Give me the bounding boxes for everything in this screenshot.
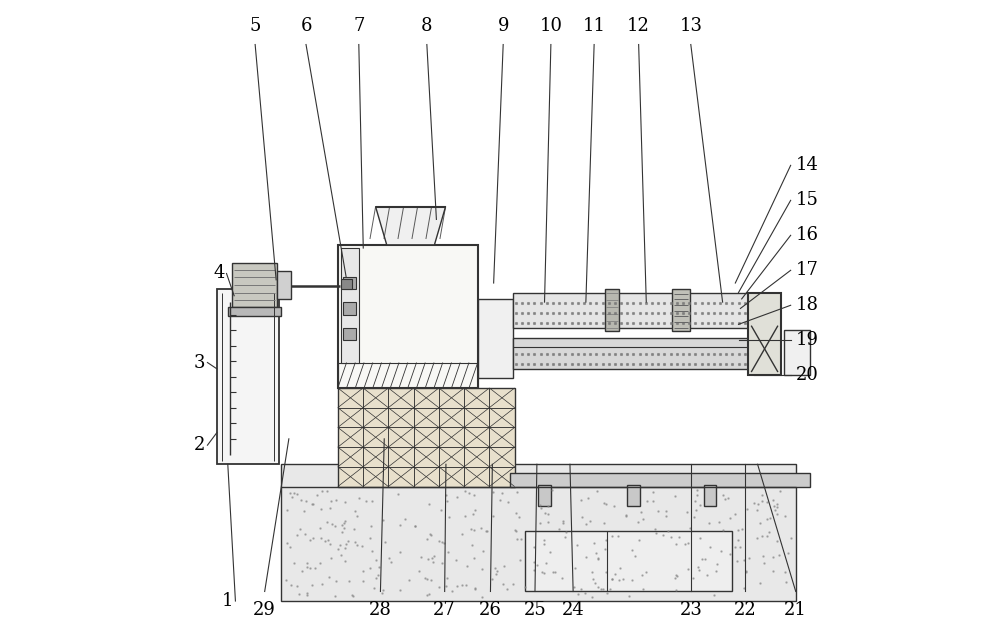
Bar (513, 293, 748, 328)
Bar (338, 408, 363, 427)
Text: 1: 1 (222, 592, 234, 610)
Bar (341, 248, 359, 363)
Bar (217, 289, 279, 464)
Bar (338, 447, 363, 467)
Bar (338, 427, 363, 447)
Bar (439, 427, 464, 447)
Bar (388, 447, 414, 467)
Bar (414, 408, 439, 427)
Bar (525, 531, 732, 591)
Bar (338, 467, 363, 487)
Bar (414, 388, 439, 408)
Text: 26: 26 (479, 601, 502, 619)
Text: 24: 24 (562, 601, 585, 619)
Bar (464, 447, 489, 467)
Bar (388, 427, 414, 447)
Text: 15: 15 (796, 191, 819, 209)
Bar (672, 289, 690, 331)
Polygon shape (376, 207, 446, 245)
Bar (627, 485, 640, 506)
Bar (388, 388, 414, 408)
Bar (510, 473, 810, 487)
Text: 20: 20 (796, 366, 819, 384)
Bar (338, 388, 363, 408)
Text: 22: 22 (733, 601, 756, 619)
Bar (343, 277, 356, 289)
Bar (341, 279, 352, 289)
Bar (464, 467, 489, 487)
Text: 8: 8 (421, 17, 433, 35)
Bar (489, 447, 515, 467)
Text: 17: 17 (796, 261, 819, 279)
Text: 29: 29 (253, 601, 276, 619)
Text: 7: 7 (353, 17, 364, 35)
Bar (277, 271, 291, 299)
Bar (489, 408, 515, 427)
Bar (478, 299, 513, 378)
Text: 13: 13 (679, 17, 702, 35)
Text: 3: 3 (194, 354, 206, 371)
Bar (363, 388, 388, 408)
Text: 4: 4 (213, 265, 225, 282)
Bar (281, 464, 796, 601)
Bar (388, 408, 414, 427)
Bar (748, 293, 781, 375)
Text: 9: 9 (497, 17, 509, 35)
Bar (338, 245, 478, 388)
Bar (343, 328, 356, 340)
Bar (363, 408, 388, 427)
Text: 6: 6 (300, 17, 312, 35)
Bar (439, 447, 464, 467)
Bar (464, 427, 489, 447)
Bar (343, 302, 356, 315)
Bar (414, 447, 439, 467)
Bar (489, 467, 515, 487)
Text: 2: 2 (194, 436, 205, 454)
Bar (414, 427, 439, 447)
Bar (363, 467, 388, 487)
Bar (338, 388, 515, 487)
Text: 18: 18 (796, 296, 819, 314)
Bar (489, 427, 515, 447)
Bar (228, 307, 281, 316)
Bar (464, 388, 489, 408)
Bar (363, 447, 388, 467)
Text: 19: 19 (796, 331, 819, 349)
Text: 27: 27 (433, 601, 456, 619)
Bar (363, 427, 388, 447)
Bar (388, 467, 414, 487)
Bar (414, 467, 439, 487)
Bar (704, 485, 716, 506)
Text: 16: 16 (796, 226, 819, 244)
Bar (784, 329, 810, 375)
Text: 11: 11 (583, 17, 606, 35)
Bar (538, 485, 551, 506)
Text: 21: 21 (784, 601, 807, 619)
Text: 25: 25 (524, 601, 546, 619)
Text: 28: 28 (369, 601, 392, 619)
Text: 5: 5 (249, 17, 261, 35)
Bar (232, 263, 277, 307)
Bar (464, 408, 489, 427)
Text: 23: 23 (679, 601, 702, 619)
Bar (513, 338, 748, 369)
Bar (605, 289, 619, 331)
Bar (439, 388, 464, 408)
Bar (338, 363, 478, 388)
Text: 10: 10 (539, 17, 562, 35)
Text: 12: 12 (627, 17, 650, 35)
Bar (439, 408, 464, 427)
Bar (439, 467, 464, 487)
Text: 14: 14 (796, 156, 819, 174)
Bar (489, 388, 515, 408)
